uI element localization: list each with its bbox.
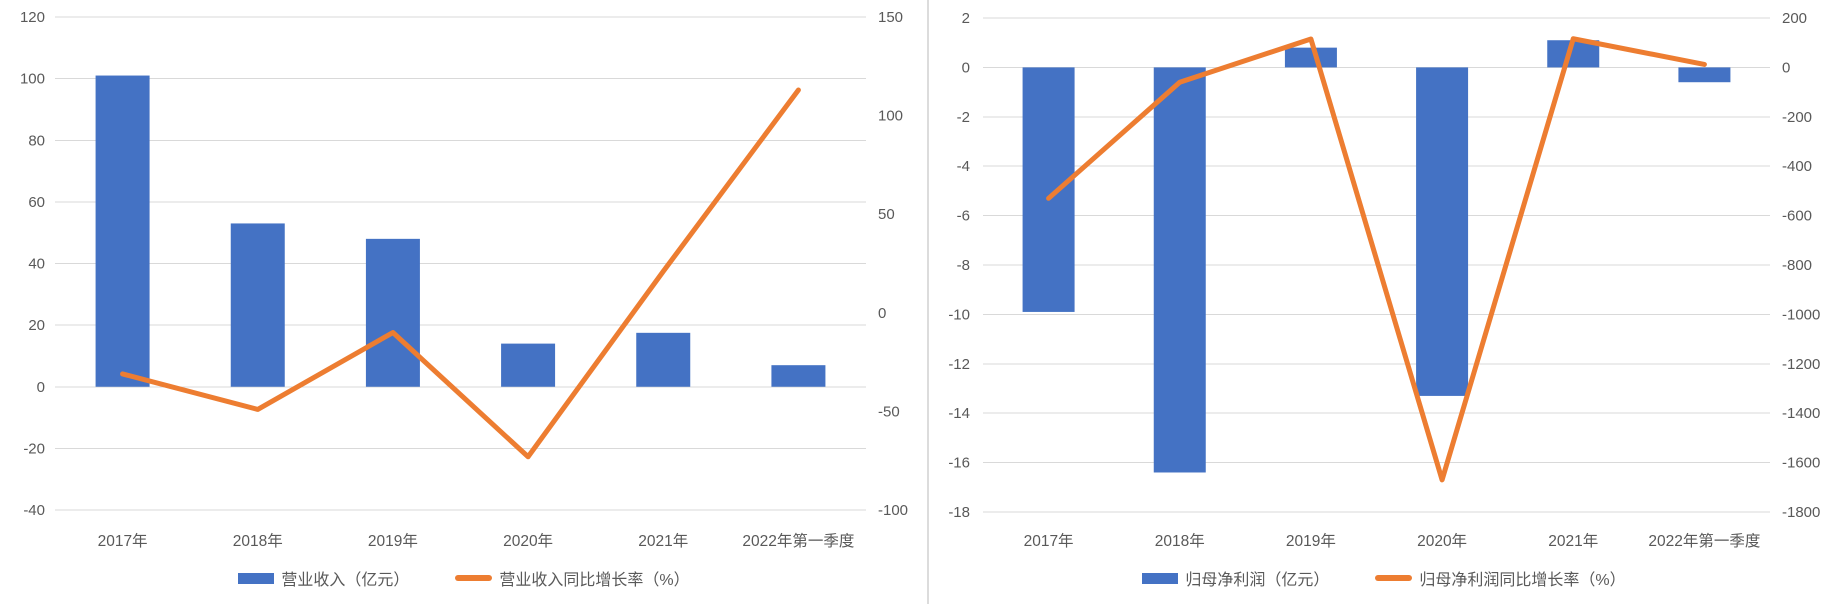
- left-axis-tick-label: 120: [20, 9, 45, 26]
- growth-line: [120, 87, 801, 460]
- right-axis-tick-label: -1000: [1782, 306, 1820, 323]
- x-axis-category-label: 2018年: [1155, 532, 1205, 550]
- bar-series-label: 营业收入（亿元）: [281, 572, 410, 589]
- right-axis-tick-label: 50: [878, 206, 895, 223]
- left-axis-tick-label: 2: [962, 10, 970, 27]
- bar: [230, 223, 285, 387]
- legend-item-revenue-growth-line: 营业收入同比增长率（%）: [455, 566, 690, 590]
- left-axis-tick-label: -14: [948, 405, 970, 422]
- bar: [1678, 67, 1731, 83]
- line-series-label: 营业收入同比增长率（%）: [499, 572, 690, 589]
- right-axis-tick-label: -50: [878, 403, 900, 420]
- left-axis-tick-label: -12: [948, 356, 970, 373]
- x-axis-category-label: 2021年: [1548, 532, 1598, 550]
- left-axis-tick-label: 0: [962, 59, 970, 76]
- revenue-chart-legend: 营业收入（亿元） 营业收入同比增长率（%）: [0, 563, 928, 593]
- growth-line: [1046, 36, 1707, 483]
- net-profit-chart-panel: 2 0 -2 -4 -6 -8 -10 -12 -14 -16 -18 200 0 -200 -400 -60…: [928, 0, 1840, 604]
- right-axis-tick-label: -1200: [1782, 356, 1820, 373]
- left-axis-tick-label: -16: [948, 455, 970, 472]
- left-axis-tick-label: -20: [23, 440, 45, 457]
- left-axis-tick-label: 60: [28, 194, 45, 211]
- bar: [1022, 67, 1075, 312]
- right-axis-tick-label: -1400: [1782, 405, 1820, 422]
- bar-series-swatch: [1142, 572, 1179, 584]
- bar: [1153, 67, 1206, 473]
- revenue-chart-plot: 120 100 80 60 40 20 0 -20 -40 150 100 50 0 -50 -100 201…: [20, 9, 908, 550]
- right-axis-tick-label: -1800: [1782, 504, 1820, 521]
- right-axis-tick-label: 0: [1782, 59, 1790, 76]
- bar: [501, 343, 556, 387]
- bar-series-label: 归母净利润（亿元）: [1185, 572, 1330, 589]
- left-axis-tick-label: 0: [37, 379, 45, 396]
- legend-item-net-profit-bar: 归母净利润（亿元）: [1142, 566, 1329, 590]
- revenue-chart-panel: 120 100 80 60 40 20 0 -20 -40 150 100 50 0 -50 -100 201…: [0, 9, 928, 593]
- line-series-swatch: [455, 575, 493, 581]
- x-axis-category-label: 2017年: [1024, 532, 1074, 550]
- bar: [365, 238, 420, 387]
- x-axis-category-label: 2019年: [368, 532, 418, 550]
- x-axis-category-label: 2022年第一季度: [1648, 532, 1760, 550]
- right-axis-tick-label: -1600: [1782, 455, 1820, 472]
- right-axis-tick-label: -400: [1782, 158, 1812, 175]
- bar: [771, 365, 826, 387]
- x-axis-category-label: 2017年: [98, 532, 148, 550]
- bar-series-swatch: [238, 572, 275, 584]
- x-axis-category-label: 2022年第一季度: [742, 532, 854, 550]
- right-axis-tick-label: 100: [878, 108, 903, 125]
- legend-item-revenue-bar: 营业收入（亿元）: [238, 566, 409, 590]
- left-axis-tick-label: 80: [28, 132, 45, 149]
- legend-item-net-profit-growth-line: 归母净利润同比增长率（%）: [1375, 566, 1626, 590]
- left-axis-tick-label: 100: [20, 71, 45, 88]
- bar: [1284, 47, 1337, 68]
- x-axis-category-label: 2020年: [503, 532, 553, 550]
- left-axis-tick-label: 40: [28, 256, 45, 273]
- net-profit-chart-legend: 归母净利润（亿元） 归母净利润同比增长率（%）: [928, 563, 1840, 593]
- left-axis-tick-label: -6: [957, 208, 970, 225]
- panel-divider: [927, 0, 929, 604]
- x-axis-category-label: 2019年: [1286, 532, 1336, 550]
- left-axis-tick-label: -2: [957, 109, 970, 126]
- right-axis-tick-label: 0: [878, 305, 886, 322]
- left-axis-tick-label: -18: [948, 504, 970, 521]
- right-axis-tick-label: -200: [1782, 109, 1812, 126]
- left-axis-tick-label: 20: [28, 317, 45, 334]
- left-axis-tick-label: -40: [23, 502, 45, 519]
- bar: [636, 332, 691, 387]
- net-profit-chart-plot: 2 0 -2 -4 -6 -8 -10 -12 -14 -16 -18 200 0 -200 -400 -60…: [948, 10, 1820, 550]
- right-axis-tick-label: 200: [1782, 10, 1807, 27]
- left-axis-tick-label: -10: [948, 306, 970, 323]
- line-series-swatch: [1375, 575, 1413, 581]
- left-axis-tick-label: -8: [957, 257, 970, 274]
- line-series-label: 归母净利润同比增长率（%）: [1419, 572, 1626, 589]
- bar: [1416, 67, 1469, 396]
- right-axis-tick-label: -100: [878, 502, 908, 519]
- x-axis-category-label: 2018年: [233, 532, 283, 550]
- left-axis-tick-label: -4: [957, 158, 970, 175]
- bar: [95, 75, 150, 387]
- right-axis-tick-label: -800: [1782, 257, 1812, 274]
- right-axis-tick-label: 150: [878, 9, 903, 26]
- right-axis-tick-label: -600: [1782, 208, 1812, 225]
- x-axis-category-label: 2020年: [1417, 532, 1467, 550]
- x-axis-category-label: 2021年: [638, 532, 688, 550]
